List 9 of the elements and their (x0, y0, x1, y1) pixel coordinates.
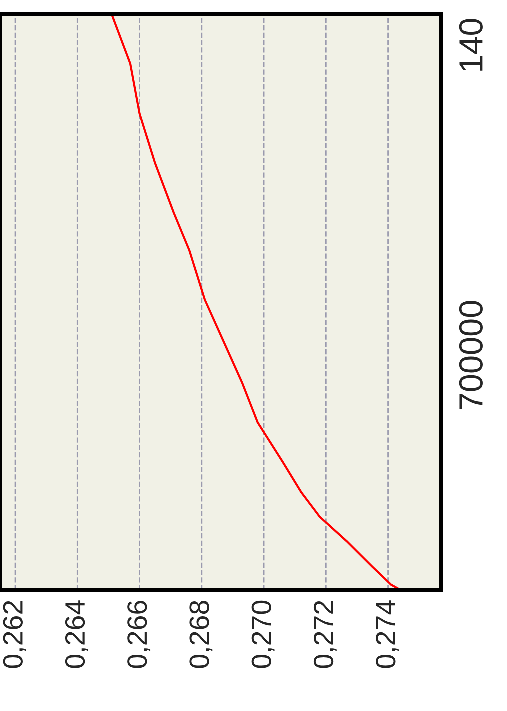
x-tick-label: 0,266 (128, 601, 151, 668)
x-tick-label: 0,272 (314, 601, 337, 668)
x-tick-label: 0,274 (376, 600, 400, 668)
x-tick-label: 0,268 (190, 601, 213, 668)
x-tick-label: 0,270 (252, 600, 275, 668)
text: 700000 (459, 301, 483, 410)
x-tick-label: 0,264 (65, 600, 88, 668)
text: 140 (459, 19, 483, 71)
x-tick-label: 0,262 (3, 601, 26, 668)
